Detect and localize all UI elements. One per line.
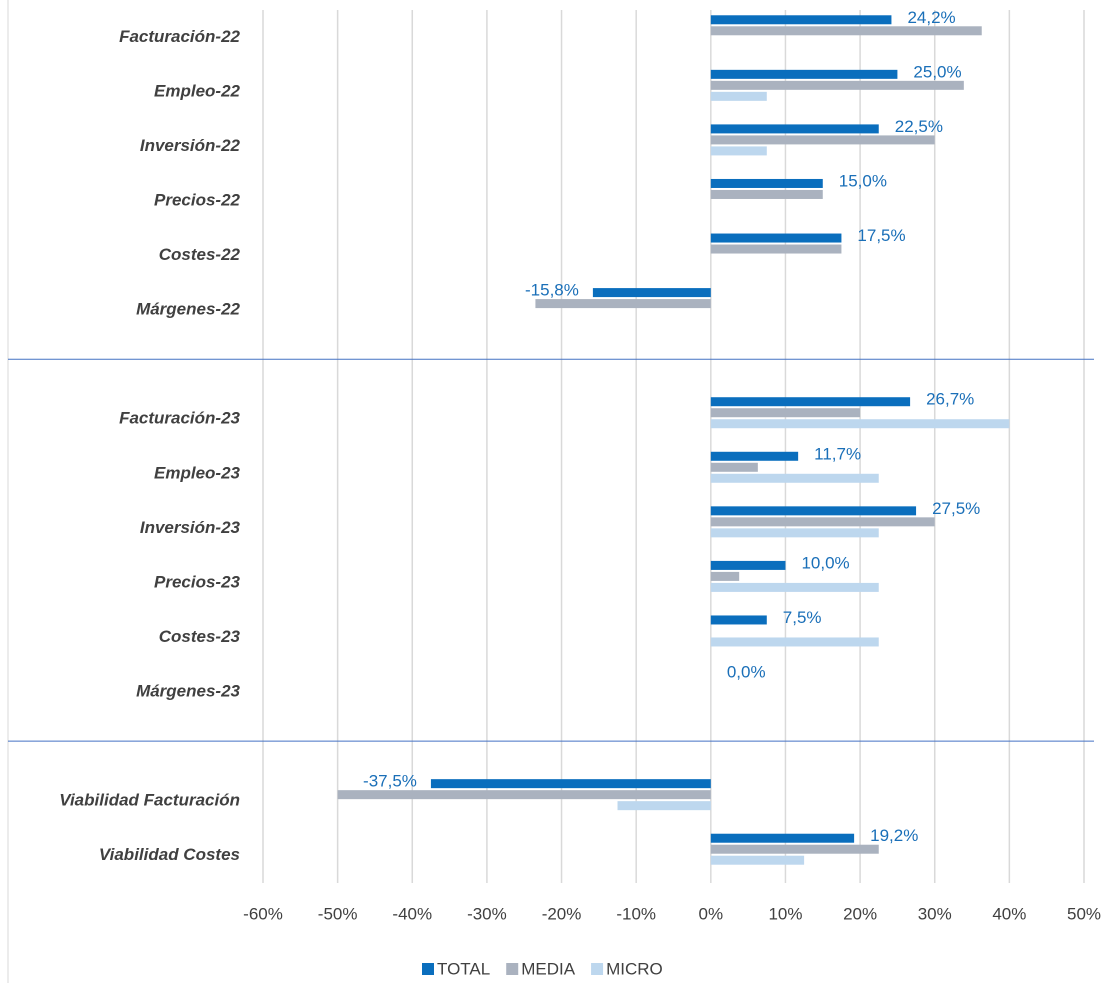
x-tick-label: 40% <box>992 904 1026 923</box>
bar <box>617 801 711 811</box>
data-label: 10,0% <box>801 553 849 572</box>
legend-label: TOTAL <box>437 959 490 978</box>
bar <box>710 419 1010 429</box>
data-label: 19,2% <box>870 826 918 845</box>
category-label: Empleo-22 <box>154 81 241 100</box>
legend-swatch <box>591 963 604 975</box>
category-label: Precios-22 <box>154 190 241 209</box>
bar <box>710 408 861 418</box>
bar <box>710 833 855 843</box>
category-label: Empleo-23 <box>154 463 241 482</box>
category-label: Márgenes-23 <box>136 682 240 701</box>
data-label: 25,0% <box>913 62 961 81</box>
bar <box>710 146 767 156</box>
bar <box>535 299 711 309</box>
data-label: 26,7% <box>926 390 974 409</box>
bar <box>710 26 982 36</box>
x-tick-label: -20% <box>542 904 582 923</box>
x-tick-label: 20% <box>843 904 877 923</box>
category-label: Viabilidad Facturación <box>59 791 240 810</box>
data-label: -15,8% <box>525 281 579 300</box>
bar <box>710 69 898 79</box>
category-label: Costes-23 <box>159 627 241 646</box>
bar <box>710 637 879 647</box>
legend-swatch <box>422 963 434 975</box>
bar <box>710 397 911 407</box>
bar <box>710 178 823 188</box>
category-label: Inversión-23 <box>140 518 241 537</box>
bar <box>710 233 842 243</box>
x-tick-label: -50% <box>318 904 358 923</box>
legend-label: MICRO <box>606 959 663 978</box>
category-label: Facturación-23 <box>119 409 240 428</box>
data-label: 24,2% <box>907 8 955 27</box>
category-label: Facturación-22 <box>119 27 240 46</box>
bar <box>710 855 805 865</box>
x-tick-label: -40% <box>392 904 432 923</box>
bar <box>710 506 917 516</box>
legend-swatch <box>506 963 519 975</box>
bar <box>710 571 740 581</box>
data-label: 7,5% <box>783 608 822 627</box>
x-tick-label: 10% <box>768 904 802 923</box>
bar <box>710 124 879 134</box>
category-label: Inversión-22 <box>140 136 241 155</box>
data-label: 27,5% <box>932 499 980 518</box>
x-tick-label: 50% <box>1067 904 1101 923</box>
bar <box>710 582 879 592</box>
bar <box>592 288 711 298</box>
category-label: Costes-22 <box>159 245 241 264</box>
x-tick-label: 0% <box>699 904 724 923</box>
bar <box>710 844 879 854</box>
legend-label: MEDIA <box>521 959 576 978</box>
bar <box>710 244 842 254</box>
bar <box>710 451 799 461</box>
bar <box>710 615 767 625</box>
data-label: 22,5% <box>895 117 943 136</box>
category-label: Viabilidad Costes <box>99 845 240 864</box>
category-label: Márgenes-22 <box>136 300 240 319</box>
data-label: -37,5% <box>363 772 417 791</box>
x-tick-label: -60% <box>243 904 283 923</box>
bar <box>710 462 758 472</box>
bar <box>710 189 823 199</box>
bar <box>710 528 879 538</box>
bar <box>710 15 892 25</box>
bar <box>710 473 879 483</box>
data-label: 15,0% <box>839 171 887 190</box>
bar <box>710 517 935 527</box>
bar <box>337 790 711 800</box>
bar <box>710 91 767 101</box>
bar <box>430 779 711 789</box>
data-label: 0,0% <box>727 663 766 682</box>
x-tick-label: -30% <box>467 904 507 923</box>
x-tick-label: -10% <box>616 904 656 923</box>
bar <box>710 80 964 90</box>
bar <box>710 560 786 570</box>
x-tick-label: 30% <box>918 904 952 923</box>
data-label: 17,5% <box>857 226 905 245</box>
category-label: Precios-23 <box>154 572 241 591</box>
data-label: 11,7% <box>814 444 861 463</box>
bar <box>710 135 935 145</box>
